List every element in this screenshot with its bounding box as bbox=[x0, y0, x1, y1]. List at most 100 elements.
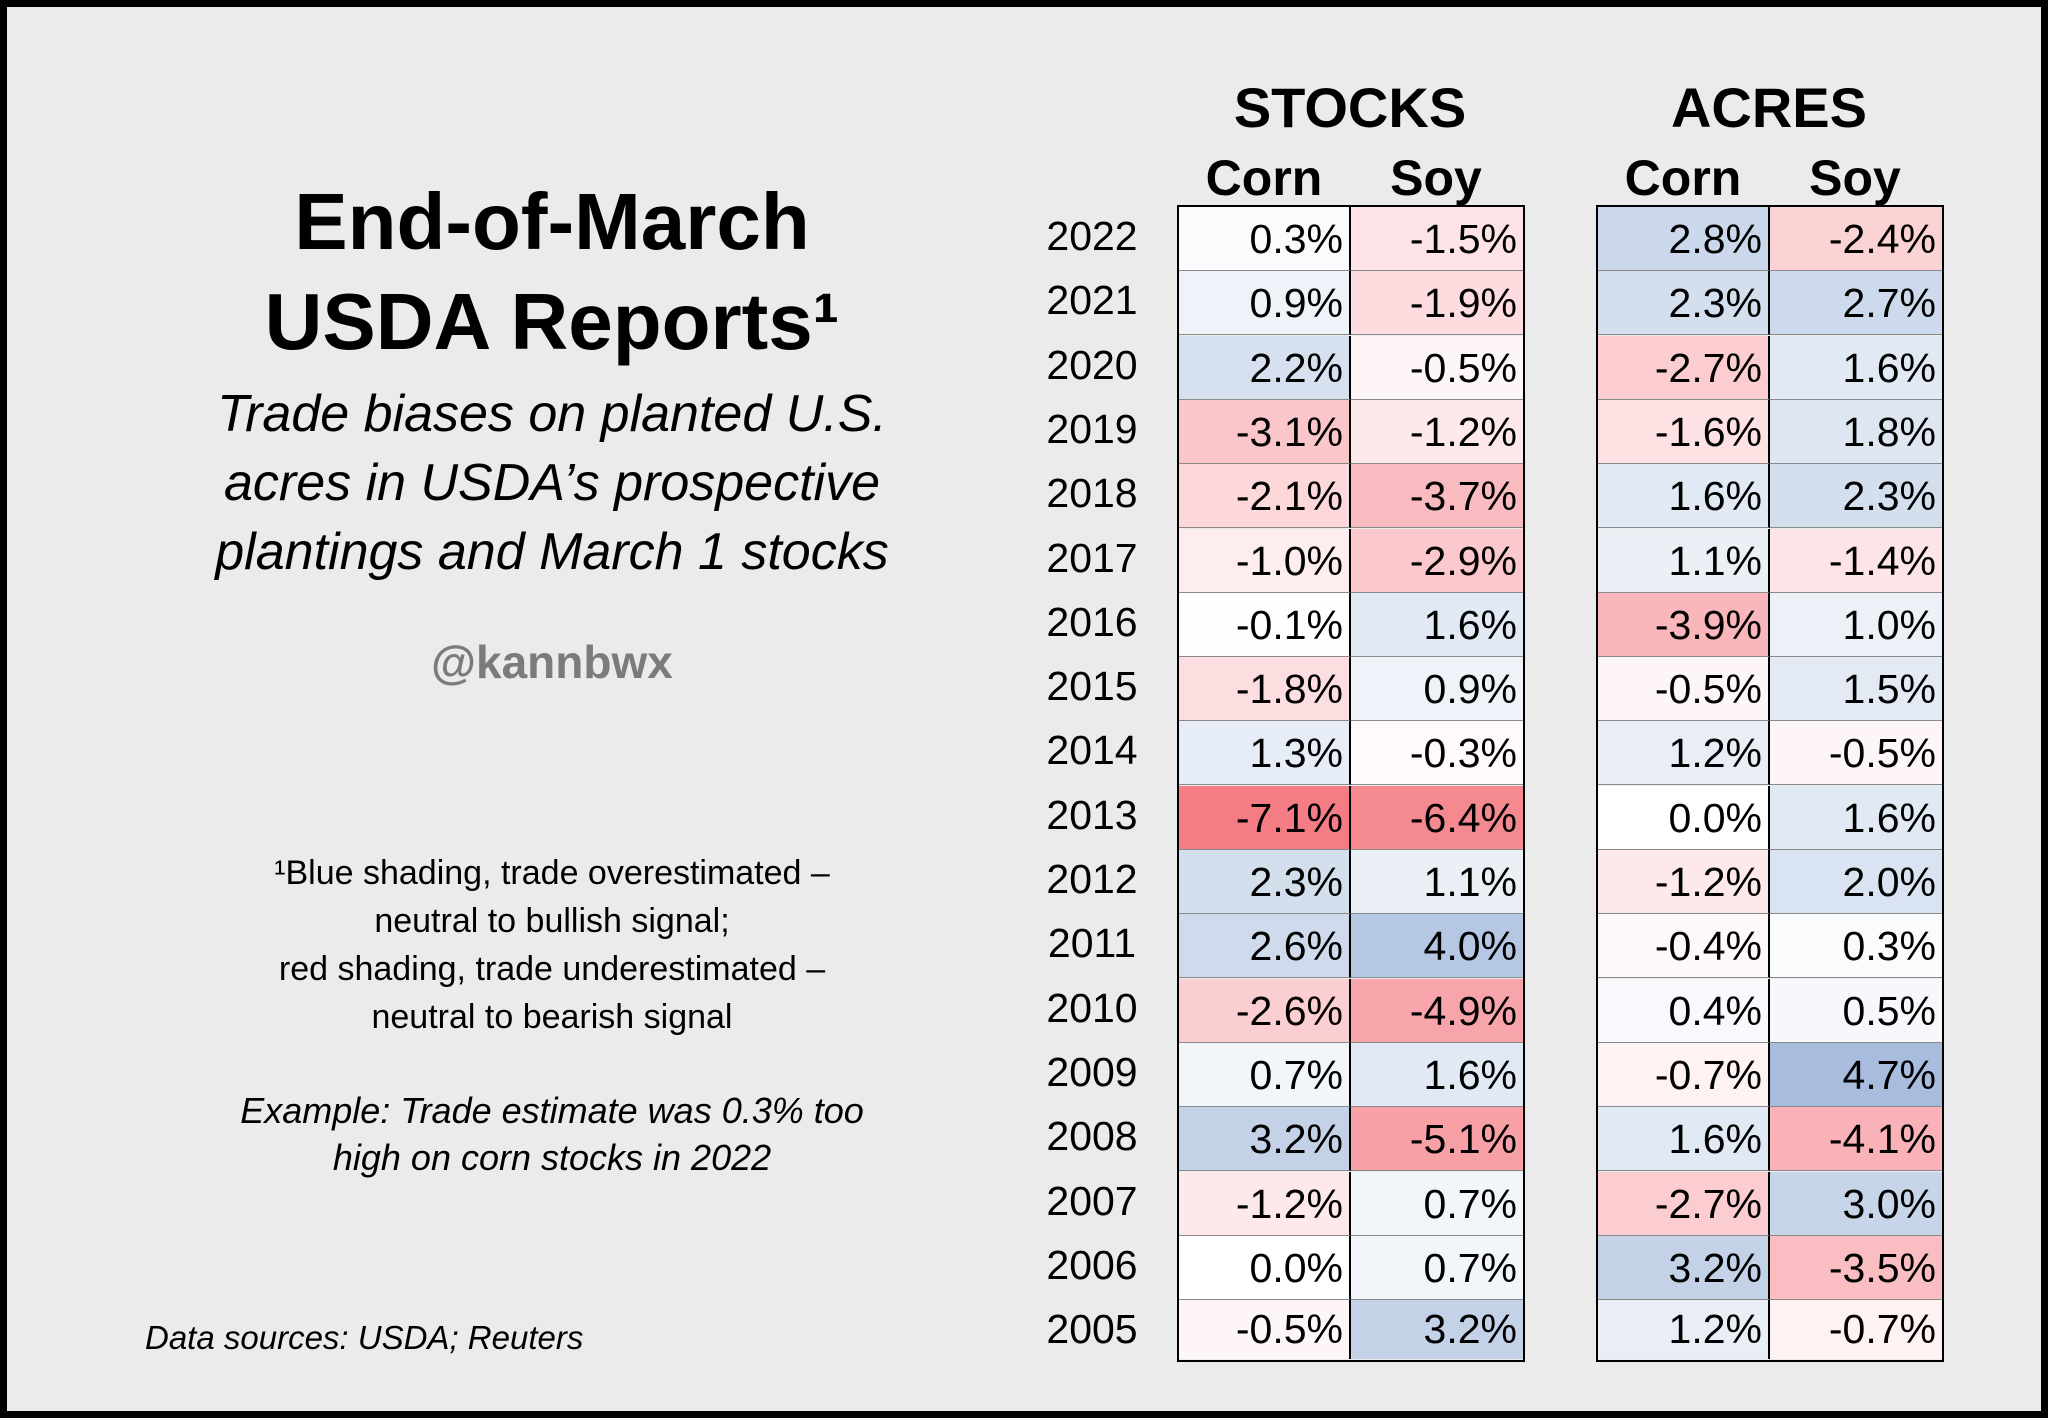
cell-acres-corn-2014: 1.2% bbox=[1598, 721, 1770, 786]
cell-acres-soy-2007: 3.0% bbox=[1770, 1171, 1942, 1236]
year-label: 2005 bbox=[1046, 1306, 1138, 1353]
cell-acres-corn-2021: 2.3% bbox=[1598, 271, 1770, 336]
cell-stocks-corn-2008: 3.2% bbox=[1179, 1107, 1351, 1172]
cell-stocks-soy-2015: 0.9% bbox=[1351, 657, 1523, 722]
cell-stocks-soy-2019: -1.2% bbox=[1351, 399, 1523, 464]
cell-acres-corn-2008: 1.6% bbox=[1598, 1107, 1770, 1172]
cell-acres-corn-2018: 1.6% bbox=[1598, 464, 1770, 529]
cell-stocks-corn-2018: -2.1% bbox=[1179, 464, 1351, 529]
cell-stocks-corn-2022: 0.3% bbox=[1179, 207, 1351, 271]
cell-acres-corn-2015: -0.5% bbox=[1598, 657, 1770, 722]
cell-acres-corn-2007: -2.7% bbox=[1598, 1171, 1770, 1236]
cell-acres-soy-2018: 2.3% bbox=[1770, 464, 1942, 529]
year-label: 2014 bbox=[1046, 727, 1138, 774]
cell-acres-soy-2011: 0.3% bbox=[1770, 914, 1942, 979]
year-label: 2022 bbox=[1046, 213, 1138, 259]
cell-acres-soy-2012: 2.0% bbox=[1770, 850, 1942, 914]
footnote-line: ¹Blue shading, trade overestimated – bbox=[274, 854, 830, 892]
cell-stocks-corn-2007: -1.2% bbox=[1179, 1171, 1351, 1236]
title-line: End-of-March bbox=[294, 177, 810, 266]
cell-stocks-corn-2005: -0.5% bbox=[1179, 1300, 1351, 1360]
cell-stocks-corn-2014: 1.3% bbox=[1179, 721, 1351, 786]
group-title-stocks: STOCKS bbox=[1233, 76, 1467, 139]
cell-acres-soy-2017: -1.4% bbox=[1770, 528, 1942, 593]
year-label: 2011 bbox=[1047, 920, 1137, 967]
example-note: Example: Trade estimate was 0.3% too hig… bbox=[137, 1087, 967, 1181]
column-header-stocks-corn: Corn bbox=[1205, 150, 1323, 206]
cell-acres-soy-2006: -3.5% bbox=[1770, 1235, 1942, 1300]
cell-stocks-soy-2013: -6.4% bbox=[1351, 785, 1523, 850]
cell-stocks-soy-2006: 0.7% bbox=[1351, 1235, 1523, 1300]
cell-acres-soy-2019: 1.8% bbox=[1770, 399, 1942, 464]
cell-stocks-soy-2010: -4.9% bbox=[1351, 978, 1523, 1043]
cell-acres-soy-2015: 1.5% bbox=[1770, 657, 1942, 722]
data-sources: Data sources: USDA; Reuters bbox=[145, 1319, 584, 1356]
cell-acres-soy-2021: 2.7% bbox=[1770, 271, 1942, 336]
subtitle: Trade biases on planted U.S. acres in US… bbox=[137, 380, 967, 587]
year-label: 2021 bbox=[1046, 277, 1138, 324]
footnote-line: red shading, trade underestimated – bbox=[278, 950, 826, 988]
cell-acres-soy-2014: -0.5% bbox=[1770, 721, 1942, 786]
year-label: 2019 bbox=[1046, 405, 1138, 452]
year-label: 2006 bbox=[1046, 1241, 1138, 1288]
cell-acres-soy-2020: 1.6% bbox=[1770, 335, 1942, 400]
shading-footnote: ¹Blue shading, trade overestimated – neu… bbox=[137, 849, 967, 1041]
cell-stocks-corn-2009: 0.7% bbox=[1179, 1042, 1351, 1107]
cell-stocks-corn-2013: -7.1% bbox=[1179, 785, 1351, 850]
cell-stocks-soy-2009: 1.6% bbox=[1351, 1042, 1523, 1107]
cell-stocks-corn-2017: -1.0% bbox=[1179, 528, 1351, 593]
year-label: 2020 bbox=[1046, 341, 1138, 388]
stocks-table: 0.3% 0.9% 2.2% -3.1% -2.1% -1.0% -0.1% -1.8% 1.3… bbox=[1177, 205, 1525, 1362]
cell-acres-soy-2022: -2.4% bbox=[1770, 207, 1942, 271]
cell-acres-corn-2006: 3.2% bbox=[1598, 1235, 1770, 1300]
cell-stocks-corn-2010: -2.6% bbox=[1179, 978, 1351, 1043]
cell-stocks-soy-2008: -5.1% bbox=[1351, 1107, 1523, 1172]
cell-acres-corn-2011: -0.4% bbox=[1598, 914, 1770, 979]
cell-acres-soy-2009: 4.7% bbox=[1770, 1042, 1942, 1107]
cell-stocks-corn-2019: -3.1% bbox=[1179, 399, 1351, 464]
footnote-line: neutral to bullish signal; bbox=[374, 902, 730, 940]
cell-stocks-soy-2016: 1.6% bbox=[1351, 592, 1523, 657]
example-line: Example: Trade estimate was 0.3% too bbox=[240, 1090, 864, 1131]
cell-acres-corn-2020: -2.7% bbox=[1598, 335, 1770, 400]
cell-acres-corn-2005: 1.2% bbox=[1598, 1300, 1770, 1360]
cell-acres-soy-2010: 0.5% bbox=[1770, 978, 1942, 1043]
subtitle-line: acres in USDA’s prospective bbox=[223, 454, 881, 512]
year-label: 2009 bbox=[1046, 1048, 1138, 1095]
cell-stocks-corn-2016: -0.1% bbox=[1179, 592, 1351, 657]
year-label: 2007 bbox=[1046, 1177, 1138, 1224]
year-label: 2017 bbox=[1046, 534, 1138, 581]
cell-stocks-soy-2022: -1.5% bbox=[1351, 207, 1523, 271]
group-title-acres: ACRES bbox=[1670, 76, 1868, 139]
year-label: 2013 bbox=[1046, 791, 1138, 838]
year-label: 2012 bbox=[1046, 856, 1138, 902]
cell-acres-corn-2013: 0.0% bbox=[1598, 785, 1770, 850]
subtitle-line: plantings and March 1 stocks bbox=[215, 523, 889, 581]
year-label: 2016 bbox=[1046, 598, 1138, 645]
cell-stocks-soy-2017: -2.9% bbox=[1351, 528, 1523, 593]
cell-acres-corn-2012: -1.2% bbox=[1598, 850, 1770, 914]
column-header-stocks-soy: Soy bbox=[1390, 150, 1482, 206]
cell-stocks-corn-2021: 0.9% bbox=[1179, 271, 1351, 336]
cell-acres-corn-2017: 1.1% bbox=[1598, 528, 1770, 593]
cell-acres-soy-2005: -0.7% bbox=[1770, 1300, 1942, 1360]
cell-stocks-soy-2005: 3.2% bbox=[1351, 1300, 1523, 1360]
cell-acres-corn-2016: -3.9% bbox=[1598, 592, 1770, 657]
column-header-acres-corn: Corn bbox=[1624, 150, 1742, 206]
cell-stocks-corn-2012: 2.3% bbox=[1179, 850, 1351, 914]
cell-stocks-soy-2020: -0.5% bbox=[1351, 335, 1523, 400]
cell-stocks-corn-2015: -1.8% bbox=[1179, 657, 1351, 722]
cell-stocks-soy-2018: -3.7% bbox=[1351, 464, 1523, 529]
example-line: high on corn stocks in 2022 bbox=[332, 1137, 772, 1178]
cell-acres-corn-2019: -1.6% bbox=[1598, 399, 1770, 464]
cell-stocks-soy-2012: 1.1% bbox=[1351, 850, 1523, 914]
year-label: 2018 bbox=[1046, 470, 1138, 517]
column-header-acres-soy: Soy bbox=[1809, 150, 1901, 206]
cell-stocks-soy-2007: 0.7% bbox=[1351, 1171, 1523, 1236]
cell-stocks-corn-2011: 2.6% bbox=[1179, 914, 1351, 979]
footnote-line: neutral to bearish signal bbox=[371, 998, 733, 1036]
cell-acres-soy-2016: 1.0% bbox=[1770, 592, 1942, 657]
cell-acres-corn-2010: 0.4% bbox=[1598, 978, 1770, 1043]
cell-acres-soy-2008: -4.1% bbox=[1770, 1107, 1942, 1172]
cell-stocks-soy-2021: -1.9% bbox=[1351, 271, 1523, 336]
